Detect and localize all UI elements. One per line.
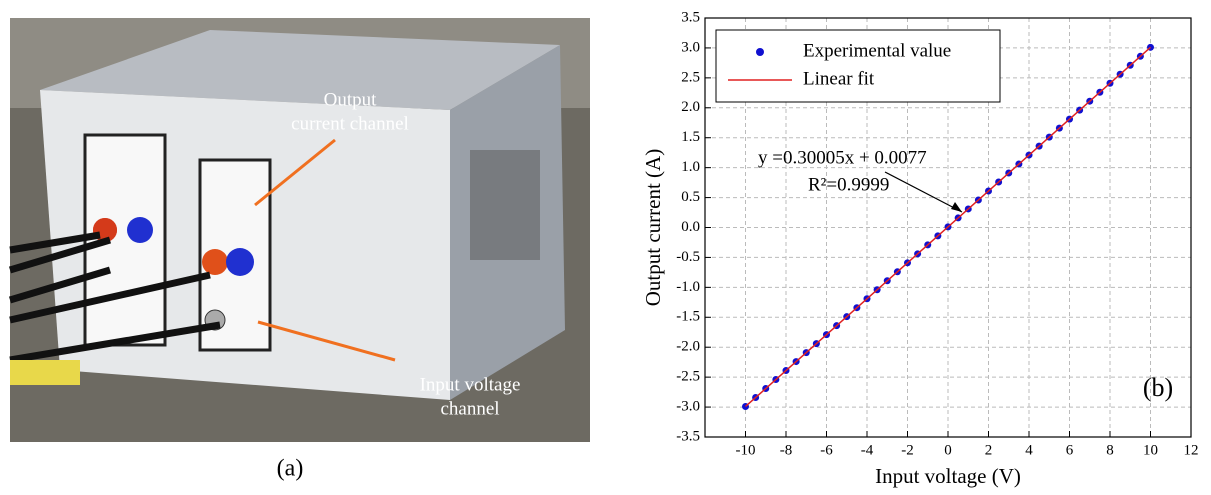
tag [10, 360, 80, 385]
x-tick-label: -6 [820, 442, 833, 458]
arrow [257, 320, 396, 362]
plot-frame [704, 17, 1192, 438]
y-tick-label: -1.0 [676, 279, 700, 295]
x-tick-label: 2 [985, 442, 993, 458]
x-tick-label: 10 [1143, 442, 1158, 458]
y-tick-label: 0.5 [681, 189, 700, 205]
legend-box [715, 29, 1001, 103]
y-tick-label: -0.5 [676, 249, 700, 265]
panel [83, 133, 167, 347]
y-tick-label: 2.0 [681, 99, 700, 115]
photo: Output current channel Input voltage cha… [8, 18, 590, 482]
photo-label: Output [324, 89, 378, 110]
x-tick-label: -10 [736, 442, 756, 458]
x-tick-label: -2 [901, 442, 914, 458]
annotation: y =0.30005x + 0.0077 [758, 147, 927, 168]
y-tick-label: 3.5 [681, 9, 700, 25]
cabinet-top [40, 30, 560, 110]
cable [8, 231, 221, 364]
photo-label: Input voltage [420, 374, 521, 395]
connector [226, 248, 254, 276]
y-tick-label: -3.5 [676, 428, 700, 444]
x-axis-label: Input voltage (V) [875, 464, 1021, 488]
x-tick-label: 4 [1025, 442, 1033, 458]
caption: (a) [277, 456, 304, 482]
y-tick-label: 1.0 [681, 159, 700, 175]
connector [127, 217, 153, 243]
chart: -10 -8 -6 -4 -2 0 2 4 6 8 10 12 -3.5 -3.0 -2.5 -2.0 -1.5… [641, 9, 1199, 487]
connector [202, 249, 228, 275]
arrow-head [951, 202, 962, 212]
y-tick-label: 3.0 [681, 39, 700, 55]
fit-line [745, 46, 1151, 408]
annotation-arrow [884, 171, 963, 213]
x-tick-label: 0 [944, 442, 952, 458]
legend-swatch [756, 48, 764, 56]
legend-label: Experimental value [803, 40, 951, 61]
y-tick-label: -2.0 [676, 339, 700, 355]
x-tick-label: 8 [1106, 442, 1114, 458]
x-tick-label: 6 [1066, 442, 1074, 458]
vent [470, 150, 540, 260]
panel-label: (b) [1143, 373, 1173, 402]
x-tick-label: -4 [861, 442, 874, 458]
photo-label: channel [440, 398, 499, 419]
annotation: R²=0.9999 [808, 174, 889, 195]
legend-label: Linear fit [803, 68, 875, 89]
y-tick-label: 1.5 [681, 129, 700, 145]
y-tick-label: 2.5 [681, 69, 700, 85]
x-tick-label: 12 [1184, 442, 1199, 458]
y-tick-label: 0.0 [681, 219, 700, 235]
y-tick-label: -3.0 [676, 399, 700, 415]
photo-label: current channel [291, 113, 409, 134]
y-tick-label: -1.5 [676, 309, 700, 325]
x-tick-label: -8 [780, 442, 793, 458]
arrow [254, 138, 336, 207]
y-tick-label: -2.5 [676, 369, 700, 385]
y-axis-label: Output current (A) [641, 149, 665, 306]
